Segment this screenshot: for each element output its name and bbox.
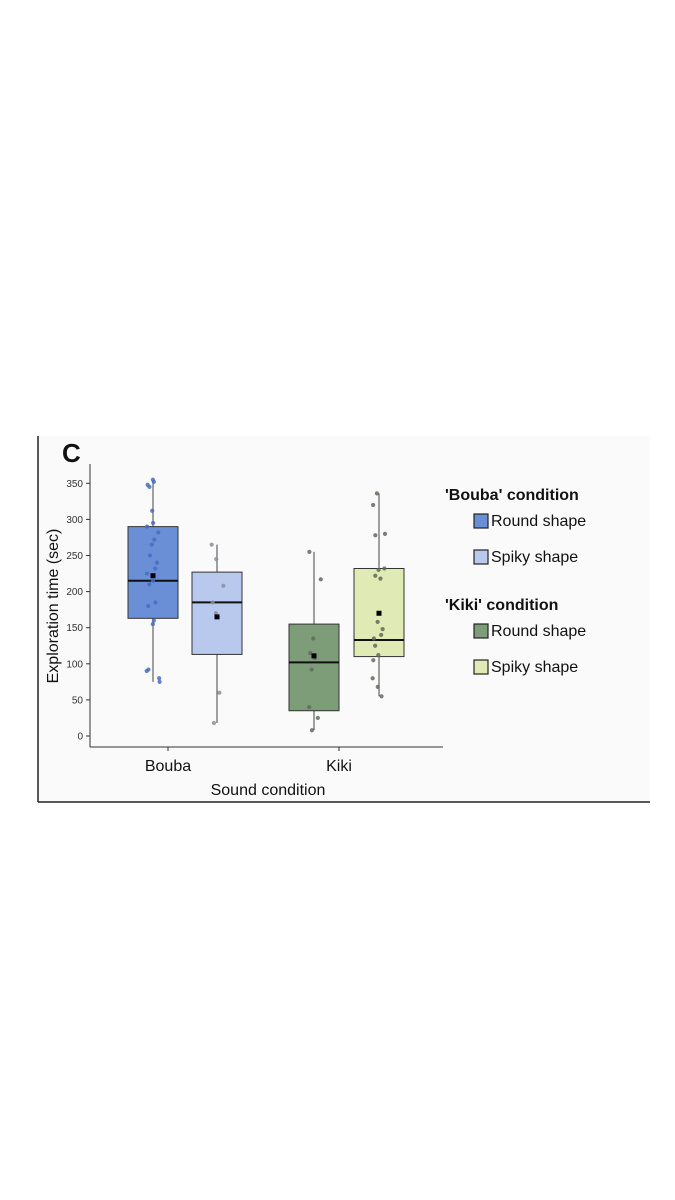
data-point-bouba-round-shape-6 <box>144 524 150 529</box>
data-point-kiki-round-shape-8 <box>309 728 315 733</box>
data-point-bouba-round-shape-7 <box>156 530 161 535</box>
data-point-kiki-spiky-shape-17 <box>379 694 384 699</box>
data-point-kiki-spiky-shape-10 <box>379 632 384 638</box>
data-point-kiki-spiky-shape-13 <box>376 653 381 658</box>
legend-swatch-bouba-spiky-shape <box>473 549 489 565</box>
data-point-bouba-round-shape-23 <box>157 679 162 684</box>
data-point-bouba-round-shape-18 <box>151 618 156 623</box>
data-point-bouba-round-shape-8 <box>152 537 157 542</box>
data-point-bouba-round-shape-11 <box>154 560 160 565</box>
x-tick-label-bouba: Bouba <box>145 758 191 775</box>
data-point-bouba-round-shape-21 <box>144 668 149 674</box>
y-tick-label-50: 50 <box>72 695 84 706</box>
panel-background <box>38 436 650 802</box>
data-point-kiki-spiky-shape-5 <box>376 567 381 573</box>
legend-label-kiki-spiky-shape: Spiky shape <box>491 659 578 676</box>
mean-marker-kiki-spiky-shape <box>376 610 382 616</box>
mean-marker-bouba-spiky-shape <box>214 614 220 620</box>
legend-swatch-kiki-round-shape <box>473 623 489 639</box>
data-point-bouba-round-shape-4 <box>150 508 155 513</box>
x-axis-title: Sound condition <box>211 782 326 799</box>
data-point-kiki-spiky-shape-15 <box>370 676 375 681</box>
y-axis-title: Exploration time (sec) <box>45 529 62 684</box>
legend-title-kiki: 'Kiki' condition <box>445 597 558 614</box>
data-point-kiki-spiky-shape-12 <box>373 643 378 648</box>
data-point-kiki-round-shape-7 <box>315 715 320 721</box>
data-point-bouba-spiky-shape-3 <box>210 600 215 605</box>
data-point-kiki-spiky-shape-11 <box>371 636 377 641</box>
data-point-kiki-spiky-shape-0 <box>374 491 380 496</box>
data-point-bouba-round-shape-14 <box>150 578 156 583</box>
data-point-kiki-spiky-shape-6 <box>373 573 378 578</box>
data-point-kiki-spiky-shape-1 <box>371 502 376 508</box>
data-point-bouba-round-shape-10 <box>147 553 153 558</box>
mean-marker-bouba-round-shape <box>150 573 156 579</box>
data-point-bouba-round-shape-16 <box>153 600 158 605</box>
data-point-bouba-spiky-shape-6 <box>217 690 222 695</box>
legend-label-kiki-round-shape: Round shape <box>491 623 586 640</box>
data-point-kiki-spiky-shape-14 <box>371 658 376 663</box>
y-tick-label-150: 150 <box>66 623 83 634</box>
y-tick-label-0: 0 <box>77 732 83 743</box>
data-point-bouba-spiky-shape-0 <box>209 542 214 547</box>
data-point-kiki-round-shape-0 <box>307 549 312 554</box>
data-point-kiki-spiky-shape-16 <box>375 684 380 690</box>
legend-swatch-kiki-spiky-shape <box>473 659 489 675</box>
data-point-bouba-round-shape-3 <box>147 484 152 490</box>
data-point-bouba-spiky-shape-2 <box>221 583 226 588</box>
legend-swatch-bouba-round-shape <box>473 513 489 529</box>
y-tick-label-300: 300 <box>66 515 83 526</box>
legend-label-bouba-spiky-shape: Spiky shape <box>491 549 578 566</box>
mean-marker-kiki-round-shape <box>311 653 317 659</box>
data-point-bouba-round-shape-17 <box>146 603 151 609</box>
data-point-bouba-spiky-shape-1 <box>214 557 219 562</box>
data-point-kiki-round-shape-1 <box>318 577 323 582</box>
data-point-kiki-round-shape-3 <box>308 650 313 656</box>
data-point-kiki-spiky-shape-9 <box>380 627 385 632</box>
plot-area: 0 50 100 150 200 250 300 350 Bouba Kiki <box>66 477 405 775</box>
y-tick-label-350: 350 <box>66 479 83 490</box>
data-point-bouba-spiky-shape-7 <box>211 720 217 726</box>
data-point-bouba-round-shape-19 <box>150 621 155 627</box>
data-point-kiki-round-shape-2 <box>311 636 316 641</box>
data-point-kiki-spiky-shape-8 <box>375 619 380 625</box>
legend: 'Bouba' condition Round shape Spiky shape '… <box>445 487 586 676</box>
data-point-bouba-round-shape-12 <box>153 566 158 571</box>
y-tick-label-100: 100 <box>66 659 83 670</box>
y-tick-label-200: 200 <box>66 587 83 598</box>
data-point-kiki-spiky-shape-2 <box>382 531 388 536</box>
data-point-bouba-round-shape-1 <box>151 479 156 484</box>
data-point-kiki-spiky-shape-3 <box>373 533 378 538</box>
y-tick-label-250: 250 <box>66 551 83 562</box>
data-point-kiki-spiky-shape-7 <box>378 576 383 581</box>
data-point-bouba-round-shape-22 <box>157 676 162 681</box>
box-bouba-round-shape <box>127 526 179 619</box>
panel-letter: C <box>62 438 81 468</box>
data-point-kiki-spiky-shape-4 <box>382 566 387 571</box>
legend-title-bouba: 'Bouba' condition <box>445 487 579 504</box>
legend-label-bouba-round-shape: Round shape <box>491 513 586 530</box>
data-point-bouba-round-shape-15 <box>147 582 152 587</box>
data-point-kiki-round-shape-5 <box>309 667 314 672</box>
data-point-bouba-round-shape-13 <box>144 571 150 576</box>
data-point-bouba-round-shape-5 <box>150 520 156 526</box>
data-point-bouba-round-shape-9 <box>149 542 154 547</box>
data-point-bouba-spiky-shape-4 <box>213 611 218 616</box>
x-tick-label-kiki: Kiki <box>326 758 352 775</box>
data-point-kiki-round-shape-6 <box>307 705 312 710</box>
